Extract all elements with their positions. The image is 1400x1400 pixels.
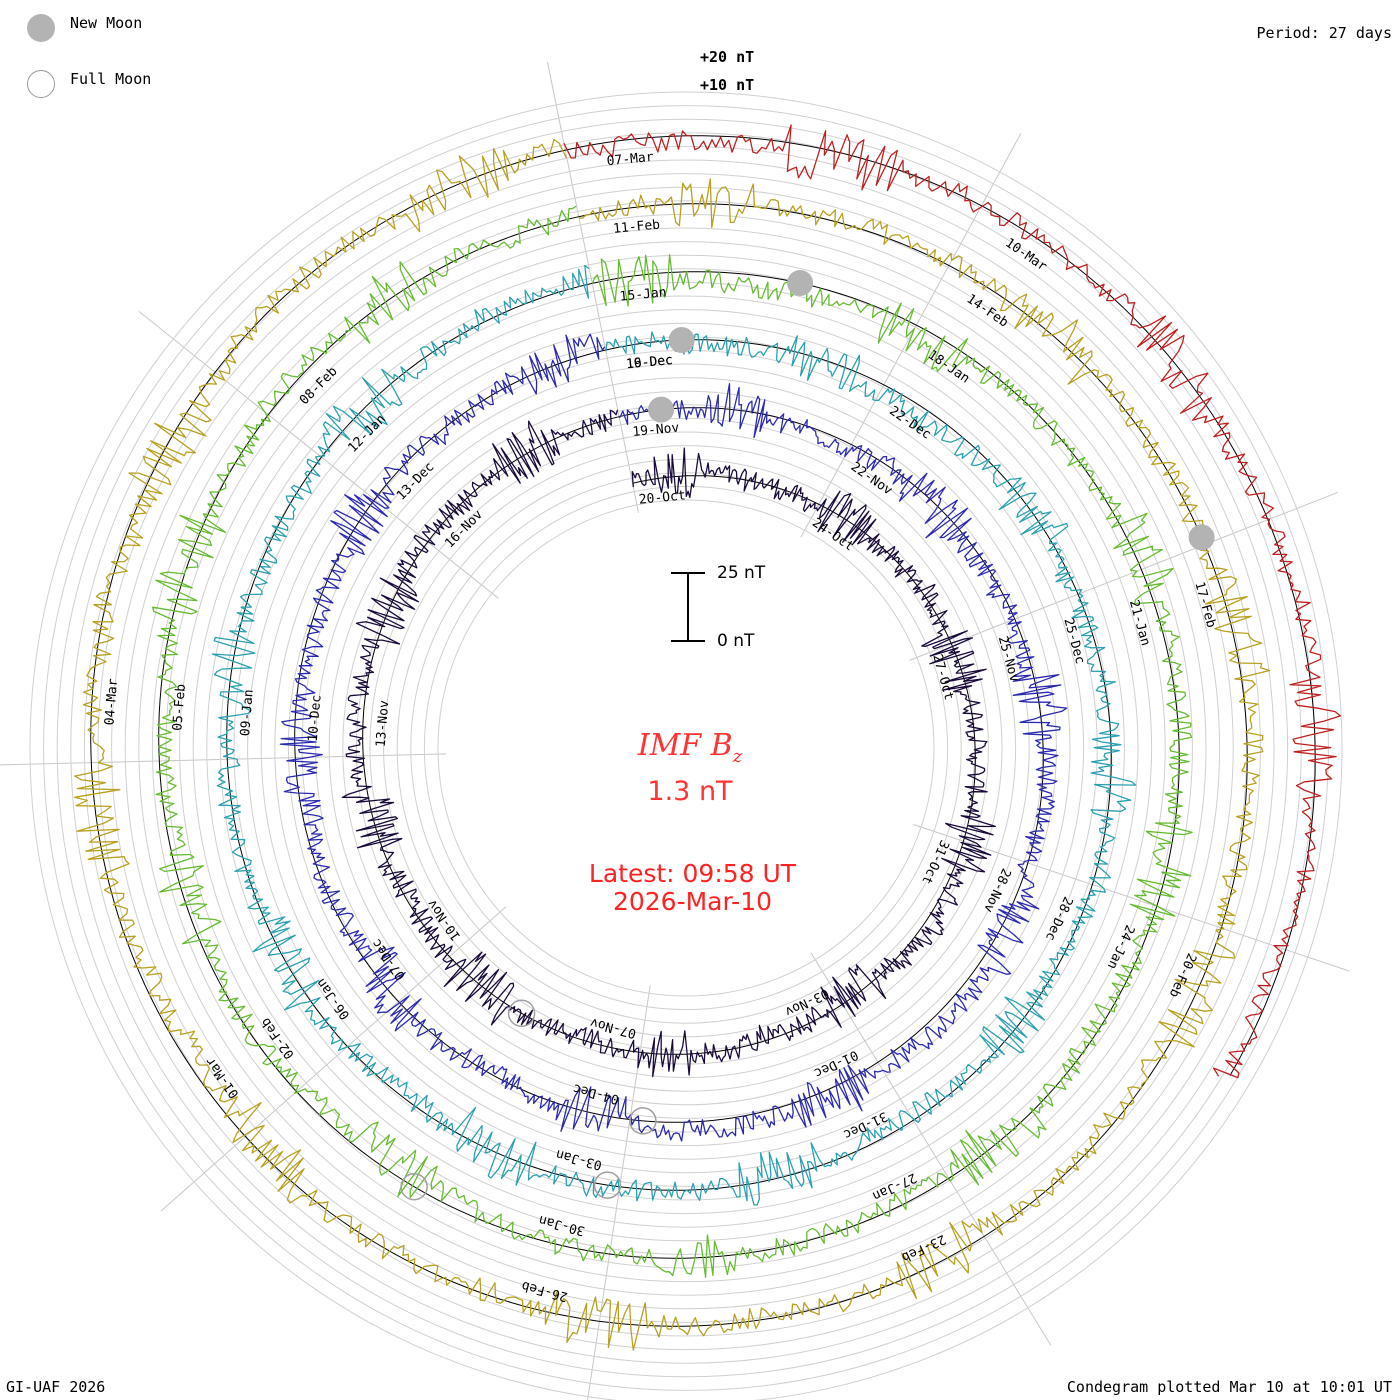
date-label: 10-Dec <box>306 694 325 742</box>
grid-ring <box>165 227 1207 1269</box>
new-moon-marker <box>668 327 695 353</box>
full-moon-marker <box>629 1107 657 1135</box>
new-moon-icon <box>27 14 55 42</box>
grid-ring <box>233 295 1139 1201</box>
new-moon-marker <box>1188 524 1215 551</box>
bz-trace-rotation-2 <box>279 333 1068 1142</box>
grid-ring <box>70 132 1302 1364</box>
date-label: 07-Dec <box>369 936 408 983</box>
parameter-name: IMF B <box>637 728 733 763</box>
date-label: 20-Oct <box>638 488 686 507</box>
grid-ring <box>151 213 1221 1283</box>
radial-grid-line <box>913 824 1350 972</box>
grid-ring <box>437 499 935 997</box>
new-moon-marker <box>787 270 814 296</box>
grid-ring <box>83 145 1289 1351</box>
full-moon-marker <box>593 1171 622 1199</box>
radial-grid-line <box>0 753 447 766</box>
date-label: 11-Feb <box>613 218 661 237</box>
credit-label: GI-UAF 2026 <box>6 1378 106 1396</box>
grid-ring <box>410 472 962 1024</box>
parameter-subscript: z <box>732 746 743 767</box>
reference-line <box>565 135 1316 1076</box>
date-label: 24-Jan <box>1104 922 1137 971</box>
reference-line <box>226 282 1112 1191</box>
radial-grid-line <box>909 491 1338 661</box>
period-label: Period: 27 days <box>1256 24 1392 42</box>
grid-ring <box>29 91 1343 1400</box>
grid-ring <box>97 159 1275 1337</box>
reference-line <box>158 216 1180 1259</box>
reference-line <box>362 416 976 1055</box>
full-moon-marker <box>400 1172 428 1201</box>
date-label: 20-Feb <box>1166 951 1199 1000</box>
bz-trace-rotation-4 <box>152 205 1193 1278</box>
scale-bar-bottom-label: 0 nT <box>717 631 755 651</box>
date-label: 13-Dec <box>394 460 438 504</box>
bz-traces <box>73 124 1342 1351</box>
scale-plus10-label: +10 nT <box>700 76 755 94</box>
reference-line <box>90 149 1248 1327</box>
grid-ring <box>206 268 1166 1228</box>
plotted-label: Condegram plotted Mar 10 at 10:01 UT <box>1066 1378 1392 1396</box>
date-label: 19-Dec <box>625 353 673 372</box>
date-label: 09-Jan <box>238 689 257 737</box>
new-moon-label: New Moon <box>70 14 143 32</box>
scale-bar <box>671 572 705 642</box>
date-label: 04-Mar <box>102 678 121 726</box>
date-label: 15-Jan <box>619 285 667 304</box>
grid-ring <box>342 404 1030 1092</box>
radial-grid-line <box>800 133 1022 538</box>
date-label: 16-Dec <box>625 353 673 372</box>
reference-spiral <box>90 135 1316 1327</box>
radial-grid-line <box>138 311 499 599</box>
moon-markers <box>400 270 1215 1201</box>
date-label: 13-Nov <box>374 700 393 748</box>
date-label: 19-Nov <box>632 421 680 440</box>
grid-ring <box>301 363 1071 1133</box>
date-label: 23-Feb <box>899 1231 948 1265</box>
grid-ring <box>247 309 1125 1187</box>
radial-grid-line <box>160 906 507 1212</box>
grid-ring <box>138 200 1234 1296</box>
date-label: 10-Mar <box>1002 236 1049 275</box>
radial-grid-line <box>810 952 1052 1346</box>
full-moon-icon <box>27 70 55 98</box>
bz-trace-rotation-6 <box>563 124 1342 1079</box>
bz-trace-rotation-3 <box>211 264 1137 1206</box>
parameter-title: IMF Bz <box>0 728 1380 767</box>
full-moon-marker <box>507 999 536 1028</box>
grid-ring <box>369 431 1003 1065</box>
full-moon-label: Full Moon <box>70 70 152 88</box>
grid-ring <box>179 241 1193 1255</box>
date-label: 05-Feb <box>170 683 189 731</box>
latest-time: Latest: 09:58 UT <box>588 859 797 888</box>
grid-ring <box>219 281 1153 1215</box>
radial-grid-line <box>546 61 639 513</box>
bz-trace-rotation-1 <box>341 409 996 1078</box>
scale-bar-top-label: 25 nT <box>717 563 766 583</box>
date-label: 14-Feb <box>964 292 1011 331</box>
new-moon-marker <box>648 396 675 423</box>
date-label: 07-Mar <box>606 150 654 169</box>
bz-trace-rotation-5 <box>73 138 1271 1351</box>
reference-line <box>294 349 1044 1123</box>
current-value: 1.3 nT <box>647 776 733 807</box>
grid-ring <box>383 445 989 1051</box>
scale-plus20-label: +20 nT <box>700 48 755 66</box>
latest-date: 2026-Mar-10 <box>612 887 773 916</box>
